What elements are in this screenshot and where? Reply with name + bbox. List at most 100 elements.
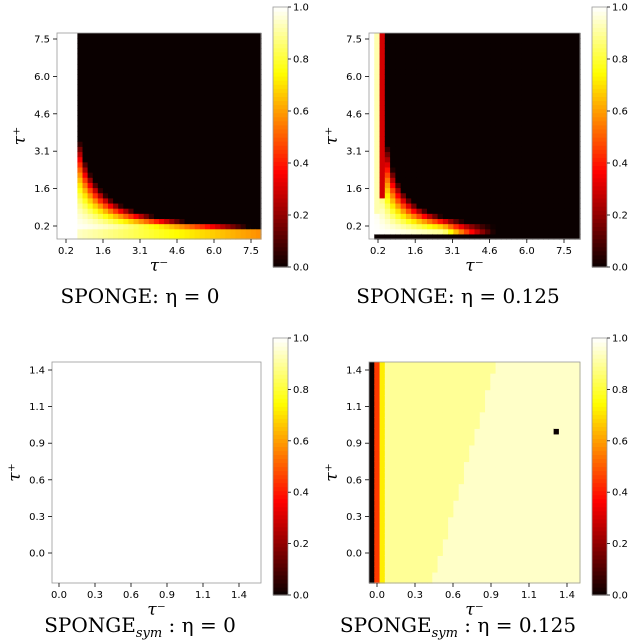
heatmap-cell [532,125,539,132]
heatmap-cell [400,79,407,86]
heatmap-cell [208,439,215,446]
heatmap-cell [133,43,140,50]
heatmap-cell [159,79,165,86]
heatmap-cell [161,389,168,396]
heatmap-cell [198,505,205,512]
heatmap-cell [390,166,396,173]
heatmap-cell [574,187,581,194]
heatmap-cell [177,483,184,490]
heatmap-cell [235,74,242,80]
heatmap-cell [437,197,444,204]
heatmap-cell [72,120,78,127]
heatmap-cell [255,192,262,199]
heatmap-cell [138,79,145,86]
heatmap-cell [114,549,121,556]
heatmap-cell [479,166,486,173]
heatmap-cell [240,156,247,163]
heatmap-cell [123,43,129,50]
heatmap-cell [210,136,216,142]
heatmap-cell [411,125,418,132]
heatmap-cell [574,192,581,199]
heatmap-cell [156,389,163,396]
heatmap-cell [204,84,211,91]
heatmap-cell [164,192,170,199]
heatmap-cell [240,450,246,457]
heatmap-cell [500,233,507,240]
heatmap-cell [78,378,84,385]
heatmap-cell [224,444,231,452]
heatmap-cell [245,99,252,106]
heatmap-cell [52,533,58,540]
heatmap-cell [77,213,84,219]
heatmap-cell [57,494,64,501]
heatmap-cell [490,141,497,147]
heatmap-cell [453,33,460,39]
heatmap-cell [92,130,99,137]
heatmap-cell [553,99,560,106]
heatmap-cell [172,439,178,446]
heatmap-cell [469,156,476,163]
heatmap-cell [506,105,513,111]
heatmap-cell [72,192,78,199]
heatmap-cell [479,105,486,111]
heatmap-cell [135,428,142,435]
heatmap-cell [88,389,95,396]
heatmap-cell [384,208,391,214]
heatmap-cell [77,48,84,55]
heatmap-cell [130,367,137,374]
heatmap-cell [62,395,69,402]
heatmap-cell [67,373,74,380]
heatmap-cell [527,136,534,142]
heatmap-cell [495,53,502,60]
heatmap-cell [369,161,375,168]
colorbar-tick-label: 0.6 [293,107,309,118]
heatmap-cell [97,120,104,127]
heatmap-cell [88,516,95,523]
heatmap-cell [411,53,418,60]
heatmap-cell [151,544,158,551]
heatmap-cell [88,577,95,584]
heatmap-cell [93,400,100,407]
heatmap-cell [148,38,155,44]
heatmap-cell [374,182,381,189]
heatmap-cell [67,233,73,240]
heatmap-cell [177,538,184,545]
heatmap-cell [537,187,544,194]
heatmap-cell [153,69,160,75]
heatmap-cell [104,373,111,380]
heatmap-cell [210,197,216,204]
heatmap-cell [153,43,160,50]
heatmap-cell [564,84,571,91]
heatmap-cell [421,94,428,101]
heatmap-cell [390,115,396,122]
heatmap-cell [78,511,84,518]
heatmap-cell [213,406,220,413]
heatmap-cell [92,99,99,106]
heatmap-cell [421,58,428,65]
heatmap-cell [153,53,160,60]
heatmap-cell [511,89,518,96]
heatmap-cell [57,389,64,396]
heatmap-cell [458,202,465,209]
heatmap-cell [179,146,186,153]
heatmap-cell [411,233,418,240]
heatmap-cell [437,33,444,39]
heatmap-cell [77,223,84,230]
heatmap-cell [119,571,126,579]
heatmap-cell [240,105,247,111]
heatmap-cell [138,223,145,230]
heatmap-cell [553,228,560,235]
heatmap-cell [427,182,433,189]
heatmap-cell [463,161,470,168]
heatmap-cell [442,172,449,178]
heatmap-cell [490,156,497,163]
heatmap-cell [485,43,491,50]
heatmap-cell [189,79,196,86]
heatmap-cell [203,422,210,429]
heatmap-cell [485,125,491,132]
heatmap-cell [230,69,237,75]
heatmap-cell [128,105,135,111]
heatmap-cell [148,197,155,204]
heatmap-cell [474,110,481,116]
heatmap-cell [184,146,191,153]
